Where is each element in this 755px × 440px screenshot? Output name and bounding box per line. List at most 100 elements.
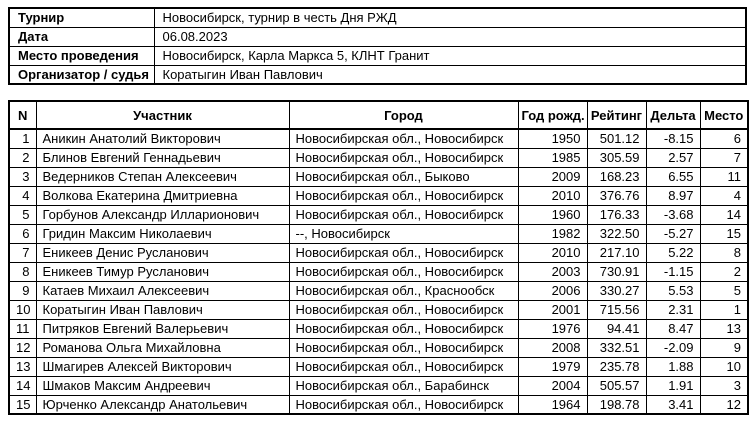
table-row: 8 Еникеев Тимур Русланович Новосибирская о…: [8, 261, 749, 282]
results-header-row: N Участник Город Год рожд. Рейтинг Дельта Мест…: [8, 100, 749, 130]
table-cell: 4: [8, 185, 37, 206]
info-row-venue: Место проведения Новосибирск, Карла Марк…: [8, 45, 747, 66]
table-cell: 3: [699, 375, 749, 396]
table-cell: 7: [699, 147, 749, 168]
table-cell: 2001: [517, 299, 588, 320]
table-row: 11 Питряков Евгений Валерьевич Новосибирск…: [8, 318, 749, 339]
table-cell: Новосибирская обл., Новосибирск: [288, 356, 519, 377]
table-cell: 2003: [517, 261, 588, 282]
table-cell: 305.59: [586, 147, 647, 168]
info-row-tournament: Турнир Новосибирск, турнир в честь Дня Р…: [8, 7, 747, 28]
table-cell: 1.91: [645, 375, 701, 396]
table-cell: 94.41: [586, 318, 647, 339]
table-cell: 2008: [517, 337, 588, 358]
table-cell: 3: [8, 166, 37, 187]
table-cell: 15: [8, 394, 37, 415]
table-cell: 376.76: [586, 185, 647, 206]
table-cell: 505.57: [586, 375, 647, 396]
table-cell: 2009: [517, 166, 588, 187]
table-cell: 168.23: [586, 166, 647, 187]
table-cell: -2.09: [645, 337, 701, 358]
results-table: N Участник Город Год рожд. Рейтинг Дельта Мест…: [8, 100, 749, 415]
table-cell: Шмаков Максим Андреевич: [35, 375, 290, 396]
table-cell: 12: [8, 337, 37, 358]
table-row: 7 Еникеев Денис Русланович Новосибирская о…: [8, 242, 749, 263]
table-cell: Еникеев Тимур Русланович: [35, 261, 290, 282]
table-cell: 15: [699, 223, 749, 244]
table-cell: 198.78: [586, 394, 647, 415]
table-cell: Новосибирская обл., Новосибирск: [288, 318, 519, 339]
table-cell: Новосибирская обл., Новосибирск: [288, 299, 519, 320]
table-cell: 14: [699, 204, 749, 225]
info-value: Новосибирск, турнир в честь Дня РЖД: [153, 7, 747, 28]
table-row: 15 Юрченко Александр Анатольевич Новосибир…: [8, 394, 749, 415]
table-cell: 8: [8, 261, 37, 282]
column-header: Рейтинг: [586, 100, 647, 130]
table-cell: Романова Ольга Михайловна: [35, 337, 290, 358]
table-cell: 715.56: [586, 299, 647, 320]
table-cell: Юрченко Александр Анатольевич: [35, 394, 290, 415]
table-cell: 13: [8, 356, 37, 377]
table-cell: 235.78: [586, 356, 647, 377]
table-cell: 10: [699, 356, 749, 377]
table-cell: Новосибирская обл., Новосибирск: [288, 261, 519, 282]
table-cell: 9: [8, 280, 37, 301]
table-row: 6 Гридин Максим Николаевич --, Новосибирск…: [8, 223, 749, 244]
table-cell: 2: [699, 261, 749, 282]
table-cell: 14: [8, 375, 37, 396]
table-cell: 1979: [517, 356, 588, 377]
table-cell: 9: [699, 337, 749, 358]
table-row: 14 Шмаков Максим Андреевич Новосибирская о…: [8, 375, 749, 396]
table-cell: 5.22: [645, 242, 701, 263]
table-cell: 322.50: [586, 223, 647, 244]
table-cell: Волкова Екатерина Дмитриевна: [35, 185, 290, 206]
table-cell: 1: [699, 299, 749, 320]
table-cell: Питряков Евгений Валерьевич: [35, 318, 290, 339]
info-row-organizer: Организатор / судья Коратыгин Иван Павло…: [8, 64, 747, 85]
table-cell: Катаев Михаил Алексеевич: [35, 280, 290, 301]
info-label: Организатор / судья: [8, 64, 155, 85]
table-cell: Блинов Евгений Геннадьевич: [35, 147, 290, 168]
table-row: 5 Горбунов Александр Илларионович Новосиби…: [8, 204, 749, 225]
table-cell: 1950: [517, 128, 588, 149]
table-cell: 11: [8, 318, 37, 339]
table-cell: -3.68: [645, 204, 701, 225]
table-cell: 11: [699, 166, 749, 187]
table-cell: 2.31: [645, 299, 701, 320]
table-cell: 2: [8, 147, 37, 168]
table-cell: Ведерников Степан Алексеевич: [35, 166, 290, 187]
table-cell: -1.15: [645, 261, 701, 282]
table-cell: 10: [8, 299, 37, 320]
table-cell: Новосибирская обл., Барабинск: [288, 375, 519, 396]
column-header: Участник: [35, 100, 290, 130]
info-value: Новосибирск, Карла Маркса 5, КЛНТ Гранит: [153, 45, 747, 66]
table-cell: 1964: [517, 394, 588, 415]
table-cell: 3.41: [645, 394, 701, 415]
table-cell: Новосибирская обл., Новосибирск: [288, 204, 519, 225]
table-cell: 6: [699, 128, 749, 149]
table-cell: 13: [699, 318, 749, 339]
table-row: 10 Коратыгин Иван Павлович Новосибирская о…: [8, 299, 749, 320]
table-cell: Новосибирская обл., Краснообск: [288, 280, 519, 301]
table-cell: 2006: [517, 280, 588, 301]
table-cell: 5: [8, 204, 37, 225]
table-cell: 4: [699, 185, 749, 206]
table-cell: 5.53: [645, 280, 701, 301]
table-cell: 1: [8, 128, 37, 149]
table-cell: -8.15: [645, 128, 701, 149]
column-header: Город: [288, 100, 519, 130]
table-cell: Еникеев Денис Русланович: [35, 242, 290, 263]
table-cell: 8.47: [645, 318, 701, 339]
table-cell: Новосибирская обл., Новосибирск: [288, 185, 519, 206]
table-cell: -5.27: [645, 223, 701, 244]
column-header: Место: [699, 100, 749, 130]
table-cell: 2010: [517, 185, 588, 206]
table-cell: Новосибирская обл., Новосибирск: [288, 242, 519, 263]
table-cell: Новосибирская обл., Новосибирск: [288, 147, 519, 168]
table-cell: 1976: [517, 318, 588, 339]
table-cell: 332.51: [586, 337, 647, 358]
table-cell: 2.57: [645, 147, 701, 168]
info-row-date: Дата 06.08.2023: [8, 26, 747, 47]
table-cell: 12: [699, 394, 749, 415]
